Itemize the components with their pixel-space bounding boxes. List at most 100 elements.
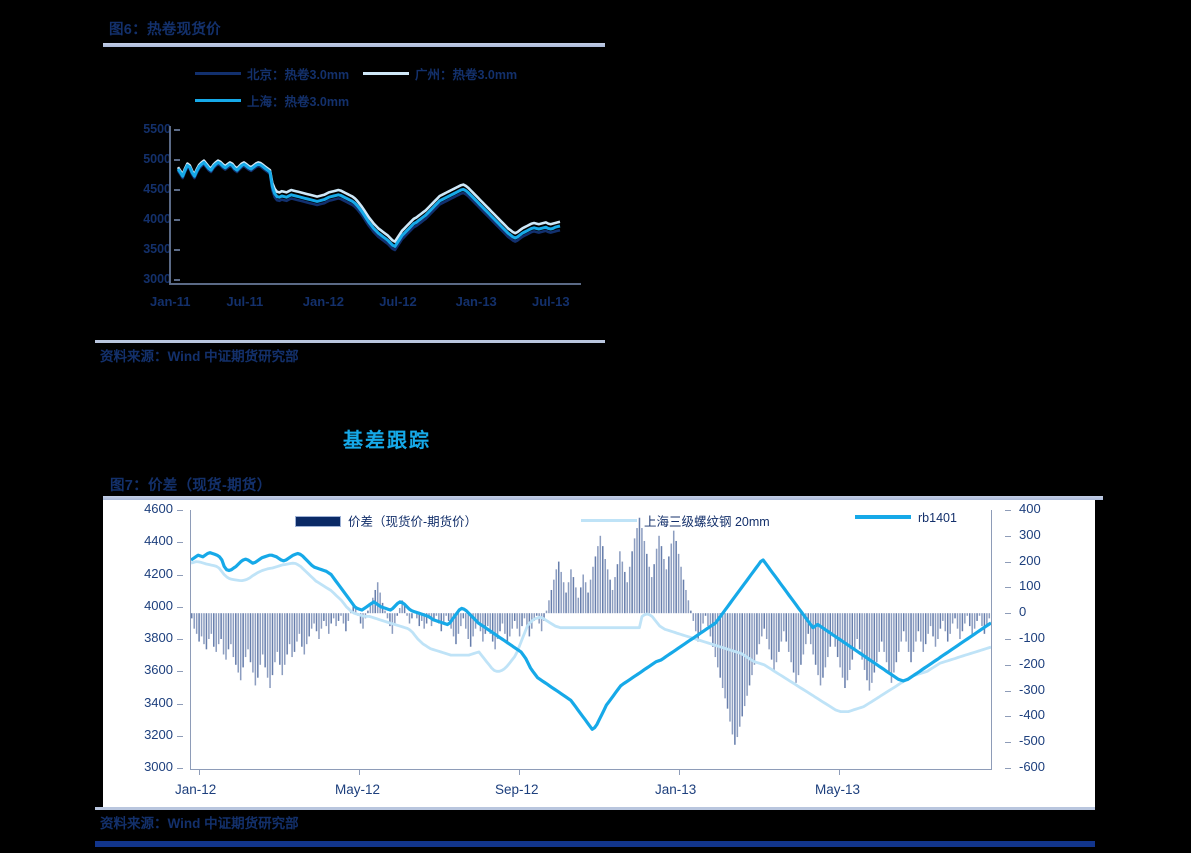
figure-7-bar (499, 613, 501, 632)
figure-7-bar (805, 613, 807, 645)
figure-7-bar (932, 613, 934, 637)
figure-7-bar (822, 613, 824, 678)
figure-7-bar (939, 613, 942, 629)
figure-7-bar (849, 613, 851, 670)
figure-7-bar (831, 613, 834, 637)
figure-7-bar (829, 613, 832, 647)
figure-7-bar (487, 613, 489, 627)
figure-7-bar (641, 528, 643, 614)
figure-7-legend-item-rb1401: rb1401 (855, 511, 957, 525)
figure-6-x-tick: Jan-11 (150, 294, 191, 309)
figure-7-bar (445, 613, 447, 616)
figure-7-bar (408, 613, 411, 624)
figure-7-bar (320, 613, 323, 629)
figure-7-bar (577, 597, 580, 614)
figure-7-legend-item-basis: 价差（现货价-期货价） (295, 511, 477, 530)
figure-7-bar (257, 613, 259, 678)
figure-6-x-tick: Jan-13 (455, 294, 497, 309)
figure-7-bar (868, 613, 871, 691)
legend-line-swatch (363, 72, 409, 76)
figure-7-bar (455, 613, 457, 645)
figure-7-bar (337, 613, 340, 621)
figure-7-bar (653, 564, 655, 614)
figure-7-bar (298, 613, 301, 634)
figure-7-bar (567, 582, 570, 614)
figure-7-bar (643, 540, 646, 614)
figure-7-bar (345, 613, 347, 632)
figure-7-bar (746, 613, 748, 696)
figure-7-bar (235, 613, 237, 665)
figure-7-bar (606, 569, 609, 614)
figure-7-bar (249, 613, 252, 663)
figure-7-bar (714, 613, 717, 658)
figure-7-bar (526, 613, 528, 627)
figure-7-bar (220, 613, 222, 639)
figure-7-bar (575, 587, 577, 614)
figure-7-bar (942, 613, 944, 621)
figure-7-bar (213, 613, 215, 647)
figure-7-bar (281, 613, 284, 676)
figure-7-bar (981, 613, 983, 627)
figure-7-bar (866, 613, 868, 681)
figure-7-bar (783, 613, 785, 632)
figure-7-bar (394, 613, 396, 624)
figure-7-bar (328, 613, 330, 634)
figure-7-x-tick: May-12 (335, 782, 381, 797)
legend-bar-swatch (295, 516, 341, 528)
figure-7-bar (604, 559, 606, 614)
figure-6-y-tickmark (174, 129, 180, 131)
figure-7-y-axis-right: 400 300 200 100 0 -100 -200 -300 -400 -500 -600 (1005, 501, 1065, 784)
figure-7-bar (966, 613, 969, 616)
figure-7-bar (915, 613, 917, 642)
figure-7-bar (790, 613, 792, 663)
figure-7-bar (697, 613, 699, 642)
figure-7-bar (787, 613, 790, 652)
figure-6-y-tickmark (174, 219, 180, 221)
figure-7-bar (885, 613, 888, 663)
figure-7-bar (435, 613, 438, 616)
figure-7-bar (778, 613, 780, 652)
figure-7-bar (920, 613, 922, 642)
figure-7-bar (680, 566, 682, 614)
figure-7-bar (504, 613, 506, 634)
figure-7-bar (902, 613, 905, 632)
figure-7-axis-line-y-right (991, 510, 992, 770)
figure-7-bar (330, 613, 332, 624)
figure-7-bar (699, 613, 702, 634)
figure-6-y-axis: 5500 5000 4500 4000 3500 3000 (125, 121, 180, 289)
figure-7-bar (570, 569, 572, 614)
figure-7-bar (401, 600, 403, 614)
figure-7-bar (819, 613, 822, 686)
figure-7-x-tick: May-13 (815, 782, 861, 797)
figure-7-bar (668, 556, 670, 614)
figure-7-bar (254, 613, 257, 686)
figure-7-bar (741, 613, 743, 717)
figure-7-bar (406, 613, 408, 616)
figure-7-title: 图7：价差（现货-期货） (110, 478, 272, 494)
figure-7-bar (949, 613, 951, 634)
figure-7-bar (389, 613, 391, 627)
figure-7-y-tick-right: 100 (1019, 578, 1041, 594)
figure-7-bar (477, 613, 479, 621)
figure-7-bar (264, 613, 266, 668)
figure-7-bar (756, 613, 758, 655)
figure-7-bar (362, 613, 364, 629)
figure-7-bar (423, 613, 425, 629)
figure-6-x-tick: Jul-11 (226, 294, 264, 309)
figure-7-bar (379, 592, 381, 614)
figure-7-bar (677, 553, 680, 614)
figure-7-y-tickmark-right (1005, 639, 1011, 640)
figure-7-bar (247, 613, 249, 650)
figure-7-y-tick-right: -300 (1019, 681, 1046, 697)
figure-7-bar (565, 592, 567, 614)
figure-7-bar (795, 613, 797, 683)
figure-7-bar (465, 613, 467, 629)
figure-6-series-1 (176, 159, 561, 243)
figure-7-bar (244, 613, 247, 658)
figure-7-bar (631, 551, 633, 614)
figure-7-bar (276, 613, 279, 652)
figure-7-bar (318, 613, 320, 639)
figure-7-bar (792, 613, 795, 673)
figure-7-bar (841, 613, 844, 678)
figure-7-bar (200, 613, 203, 637)
